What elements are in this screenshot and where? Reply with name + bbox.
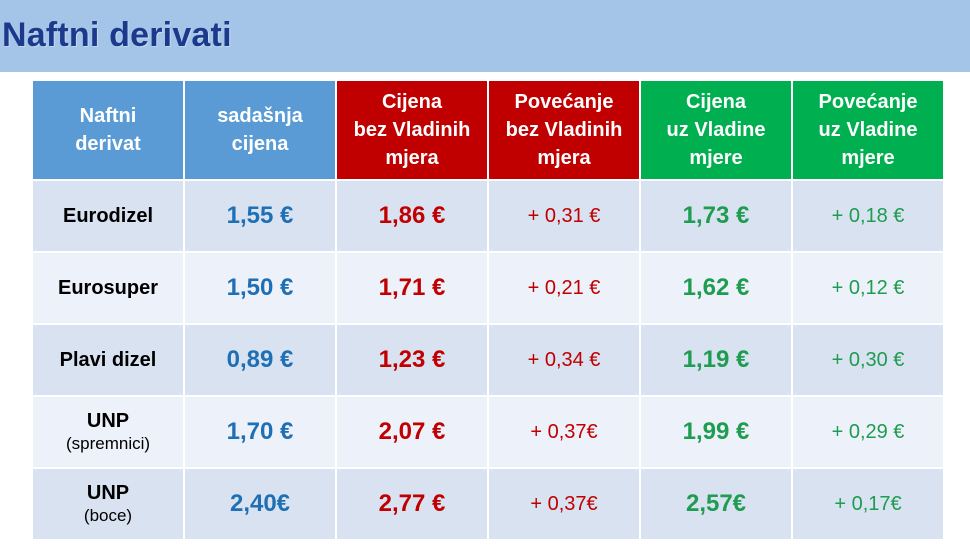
table-header-row: Naftni derivat sadašnja cijena Cijena be… — [33, 81, 945, 181]
page-title: Naftni derivati — [2, 16, 232, 54]
increase-without-cell: + 0,37€ — [489, 469, 641, 541]
price-with-cell: 1,99 € — [641, 397, 793, 469]
header-price-with-measures: Cijena uz Vladine mjere — [641, 81, 793, 181]
price-without-cell: 2,77 € — [337, 469, 489, 541]
price-without-cell: 1,71 € — [337, 253, 489, 325]
increase-without-cell: + 0,34 € — [489, 325, 641, 397]
table-row: Eurosuper 1,50 € 1,71 € + 0,21 € 1,62 € … — [33, 253, 945, 325]
increase-without-cell: + 0,21 € — [489, 253, 641, 325]
fuel-name-cell: Plavi dizel — [33, 325, 185, 397]
price-with-cell: 2,57€ — [641, 469, 793, 541]
current-price-cell: 1,55 € — [185, 181, 337, 253]
table-row: UNP (boce) 2,40€ 2,77 € + 0,37€ 2,57€ + … — [33, 469, 945, 541]
fuel-subtitle: (spremnici) — [65, 434, 151, 453]
current-price-cell: 1,70 € — [185, 397, 337, 469]
current-price-cell: 1,50 € — [185, 253, 337, 325]
header-price-without-measures: Cijena bez Vladinih mjera — [337, 81, 489, 181]
fuel-name-cell: Eurodizel — [33, 181, 185, 253]
increase-with-cell: + 0,29 € — [793, 397, 945, 469]
header-increase-without-measures: Povećanje bez Vladinih mjera — [489, 81, 641, 181]
current-price-cell: 2,40€ — [185, 469, 337, 541]
price-with-cell: 1,62 € — [641, 253, 793, 325]
increase-without-cell: + 0,31 € — [489, 181, 641, 253]
increase-with-cell: + 0,18 € — [793, 181, 945, 253]
fuel-price-table: Naftni derivat sadašnja cijena Cijena be… — [33, 81, 945, 541]
table-row: UNP (spremnici) 1,70 € 2,07 € + 0,37€ 1,… — [33, 397, 945, 469]
header-fuel-type: Naftni derivat — [33, 81, 185, 181]
fuel-subtitle: (boce) — [83, 506, 133, 525]
current-price-cell: 0,89 € — [185, 325, 337, 397]
price-with-cell: 1,19 € — [641, 325, 793, 397]
price-without-cell: 2,07 € — [337, 397, 489, 469]
table-row: Plavi dizel 0,89 € 1,23 € + 0,34 € 1,19 … — [33, 325, 945, 397]
header-increase-with-measures: Povećanje uz Vladine mjere — [793, 81, 945, 181]
table-row: Eurodizel 1,55 € 1,86 € + 0,31 € 1,73 € … — [33, 181, 945, 253]
fuel-name-cell: UNP (boce) — [33, 469, 185, 541]
increase-with-cell: + 0,30 € — [793, 325, 945, 397]
increase-with-cell: + 0,12 € — [793, 253, 945, 325]
title-bar — [0, 0, 970, 72]
price-without-cell: 1,23 € — [337, 325, 489, 397]
increase-without-cell: + 0,37€ — [489, 397, 641, 469]
header-current-price: sadašnja cijena — [185, 81, 337, 181]
price-with-cell: 1,73 € — [641, 181, 793, 253]
increase-with-cell: + 0,17€ — [793, 469, 945, 541]
fuel-name-cell: UNP (spremnici) — [33, 397, 185, 469]
price-without-cell: 1,86 € — [337, 181, 489, 253]
fuel-name-cell: Eurosuper — [33, 253, 185, 325]
